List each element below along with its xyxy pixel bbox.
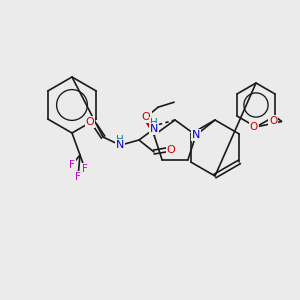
Text: H: H <box>150 118 158 128</box>
Text: H: H <box>116 135 124 145</box>
Text: N: N <box>150 124 158 134</box>
Text: O: O <box>269 116 277 126</box>
Text: O: O <box>250 122 258 132</box>
Text: F: F <box>75 172 81 182</box>
Polygon shape <box>144 116 154 135</box>
Text: O: O <box>142 112 151 122</box>
Text: N: N <box>192 130 200 140</box>
Text: O: O <box>85 117 94 127</box>
Text: O: O <box>167 145 176 155</box>
Text: F: F <box>69 160 75 170</box>
Text: N: N <box>116 140 124 150</box>
Text: F: F <box>82 164 88 174</box>
